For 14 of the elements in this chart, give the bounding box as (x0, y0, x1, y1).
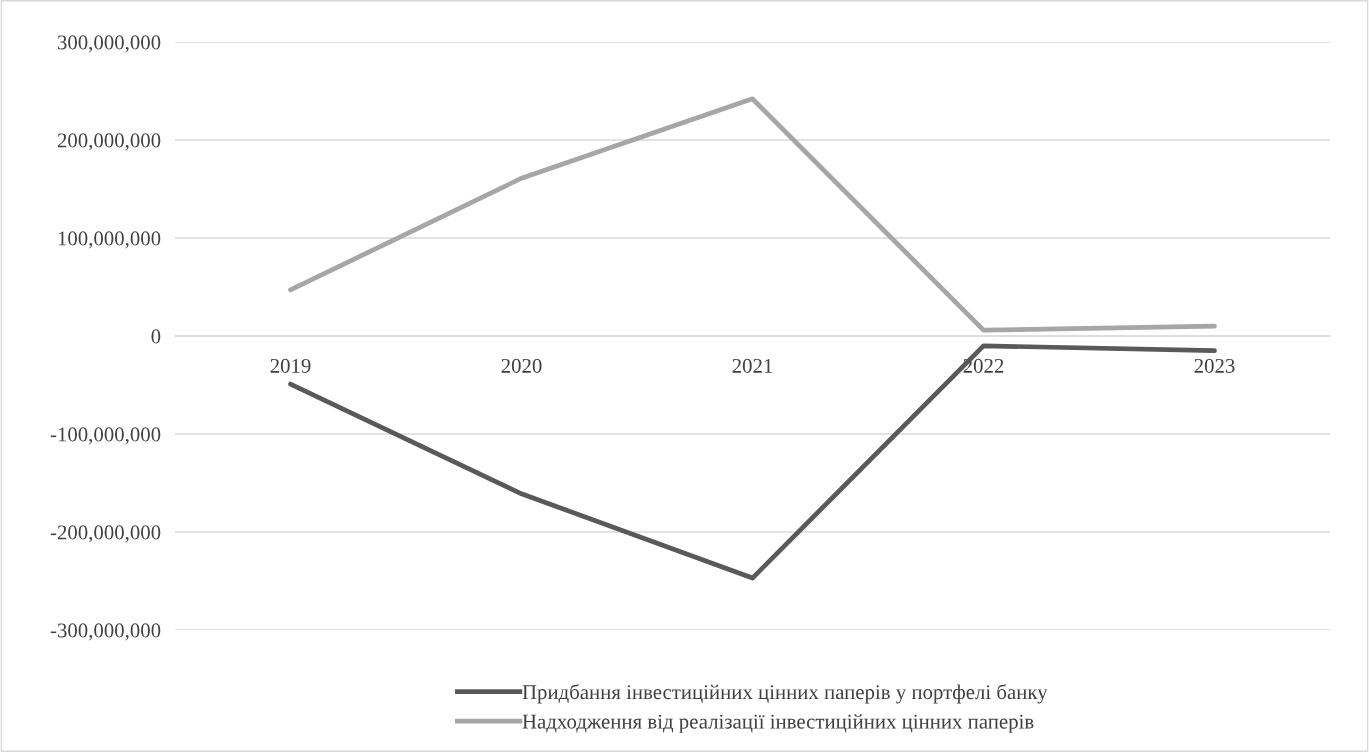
y-tick-label: 200,000,000 (57, 133, 161, 151)
y-tick-label: 300,000,000 (57, 35, 161, 53)
legend-label: Надходження від реалізації інвестиційних цінних паперів (522, 714, 1034, 733)
x-tick-label: 2020 (501, 358, 542, 373)
line-series (288, 96, 1217, 333)
x-tick-label: 2021 (732, 358, 773, 373)
y-tick-label: -300,000,000 (50, 623, 161, 641)
y-tick-label: -100,000,000 (50, 427, 161, 445)
y-tick-label: -200,000,000 (50, 525, 161, 543)
x-tick-label: 2019 (270, 358, 311, 373)
y-tick-label: 0 (151, 329, 161, 344)
legend-label: Придбання інвестиційних цінних паперів у портфелі банку (522, 684, 1048, 704)
x-tick-label: 2023 (1194, 358, 1235, 373)
y-tick-label: 100,000,000 (58, 231, 161, 249)
